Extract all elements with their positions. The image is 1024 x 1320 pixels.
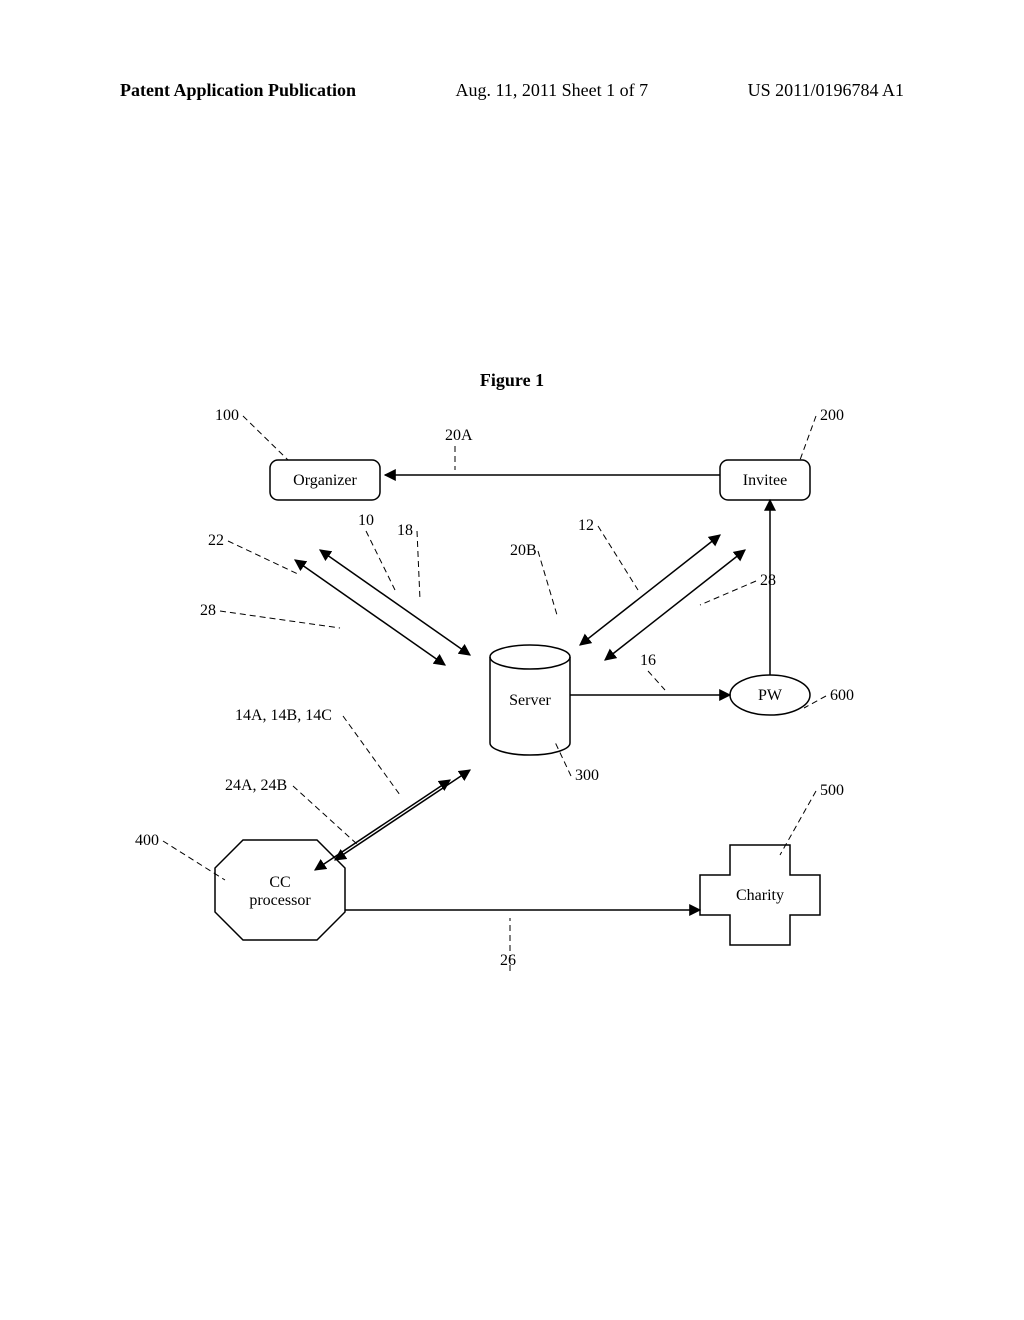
ref-label: 12	[578, 517, 594, 534]
ref-label: 14A, 14B, 14C	[235, 707, 332, 724]
edge	[605, 550, 745, 660]
ref-label: 100	[215, 407, 239, 424]
ref-label: 600	[830, 687, 854, 704]
node-organizer: Organizer	[270, 460, 380, 500]
header-publication: Patent Application Publication	[120, 80, 356, 101]
ref-label: 10	[358, 512, 374, 529]
node-invitee: Invitee	[720, 460, 810, 500]
ref-label: 22	[208, 532, 224, 549]
header-patent-number: US 2011/0196784 A1	[748, 80, 904, 101]
ref-label: 200	[820, 407, 844, 424]
node-pw: PW	[730, 675, 810, 715]
ref-label: 26	[500, 952, 516, 969]
edge	[295, 560, 445, 665]
svg-text:Charity: Charity	[736, 887, 784, 904]
diagram-svg: Organizer Invitee Server PW CCprocessor Chari…	[120, 400, 920, 1000]
ref-label: 20B	[510, 542, 537, 559]
svg-text:CC: CC	[269, 874, 290, 891]
ref-label: 28	[760, 572, 776, 589]
edge	[320, 550, 470, 655]
ref-label: 28	[200, 602, 216, 619]
ref-label: 16	[640, 652, 656, 669]
header-date-sheet: Aug. 11, 2011 Sheet 1 of 7	[456, 80, 649, 101]
edge	[315, 780, 450, 870]
page-header: Patent Application Publication Aug. 11, …	[0, 80, 1024, 101]
node-cc: CCprocessor	[215, 840, 345, 940]
node-server: Server	[490, 645, 570, 755]
ref-label: 20A	[445, 427, 473, 444]
ref-label: 400	[135, 832, 159, 849]
ref-label: 24A, 24B	[225, 777, 287, 794]
svg-text:PW: PW	[758, 687, 783, 704]
svg-text:Organizer: Organizer	[293, 472, 357, 489]
ref-label: 500	[820, 782, 844, 799]
ref-label: 18	[397, 522, 413, 539]
svg-text:processor: processor	[249, 892, 311, 909]
system-diagram: Organizer Invitee Server PW CCprocessor Chari…	[120, 400, 920, 1000]
svg-text:Server: Server	[509, 692, 551, 709]
figure-title: Figure 1	[0, 370, 1024, 391]
edge	[580, 535, 720, 645]
node-charity: Charity	[700, 845, 820, 945]
ref-label: 300	[575, 767, 599, 784]
svg-text:Invitee: Invitee	[743, 472, 787, 489]
edge	[335, 770, 470, 860]
